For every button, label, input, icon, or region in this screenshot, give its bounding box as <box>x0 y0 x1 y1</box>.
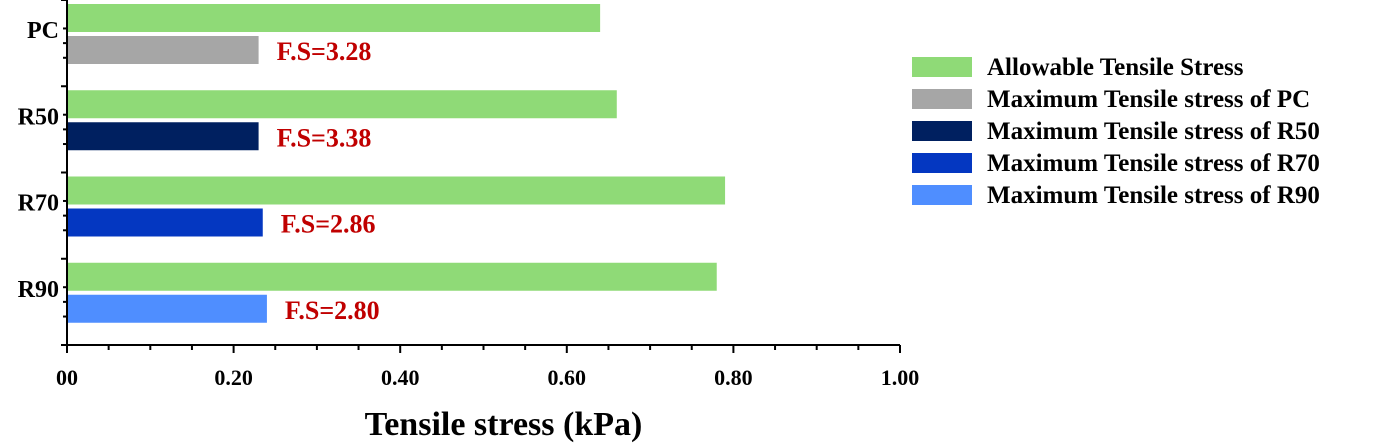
legend-entry-label: Maximum Tensile stress of PC <box>987 86 1310 113</box>
x-tick-label: 0.20 <box>214 365 253 390</box>
bar-allowable-r70 <box>67 176 726 205</box>
bar-max-stress-r70 <box>67 208 263 237</box>
bar-max-stress-pc <box>67 36 259 64</box>
fs-label-r50: F.S=3.38 <box>277 123 372 152</box>
fs-label-pc: F.S=3.28 <box>277 37 372 66</box>
x-ticks-group: 00 0.20 0.40 0.60 0.80 1.00 <box>56 345 919 390</box>
bar-allowable-r50 <box>67 90 617 119</box>
bar-allowable-r90 <box>67 262 717 291</box>
category-label-r70: R70 <box>18 191 59 217</box>
x-tick-label: 0.40 <box>381 365 420 390</box>
y-ticks-group <box>61 0 67 346</box>
x-tick-label: 00 <box>56 365 78 390</box>
x-tick-label: 0.80 <box>714 365 753 390</box>
x-tick-label: 1.00 <box>881 365 920 390</box>
fs-label-r90: F.S=2.80 <box>285 296 380 325</box>
legend-swatch <box>912 153 972 173</box>
category-label-pc: PC <box>27 18 59 44</box>
legend-entry-label: Maximum Tensile stress of R90 <box>987 182 1320 209</box>
legend-swatch <box>912 185 972 205</box>
legend: Allowable Tensile Stress Maximum Tensile … <box>912 54 1320 209</box>
legend-entry-label: Maximum Tensile stress of R70 <box>987 150 1320 177</box>
legend-swatch <box>912 121 972 141</box>
x-axis-title: Tensile stress (kPa) <box>365 406 643 443</box>
legend-entry-label: Maximum Tensile stress of R50 <box>987 118 1320 145</box>
x-tick-label: 0.60 <box>548 365 587 390</box>
fs-label-r70: F.S=2.86 <box>281 210 376 239</box>
legend-swatch <box>912 57 972 77</box>
category-label-r50: R50 <box>18 104 59 130</box>
annotation-labels: F.S=3.28 F.S=3.38 F.S=2.86 F.S=2.80 <box>277 37 380 325</box>
bar-max-stress-r90 <box>67 294 267 323</box>
legend-swatch <box>912 89 972 109</box>
bar-allowable-pc <box>67 4 601 32</box>
category-label-r90: R90 <box>18 277 59 303</box>
legend-entry-label: Allowable Tensile Stress <box>987 54 1244 81</box>
category-labels: PC R50 R70 R90 <box>18 18 59 303</box>
bars-group <box>67 4 726 323</box>
bar-max-stress-r50 <box>67 122 259 151</box>
